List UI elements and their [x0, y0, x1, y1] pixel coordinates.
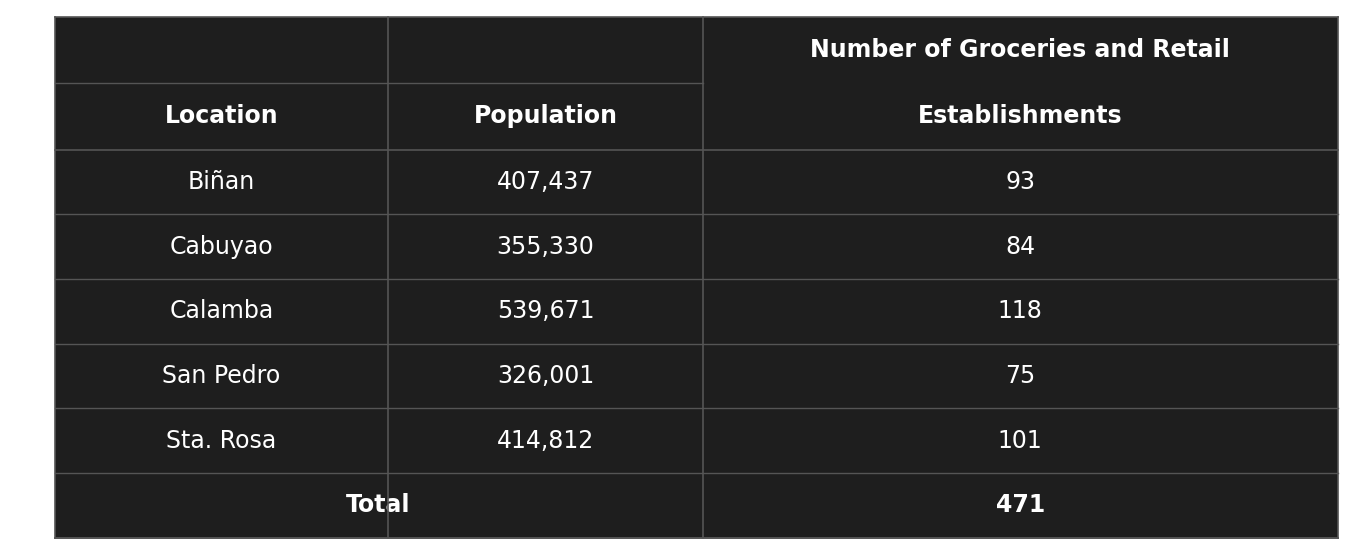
Text: Number of Groceries and Retail: Number of Groceries and Retail [811, 38, 1230, 62]
Text: 355,330: 355,330 [497, 235, 594, 259]
Text: 75: 75 [1005, 364, 1035, 388]
Text: San Pedro: San Pedro [162, 364, 281, 388]
Text: 101: 101 [998, 428, 1043, 452]
Text: Establishments: Establishments [917, 104, 1122, 128]
Text: 414,812: 414,812 [497, 428, 594, 452]
Text: Cabuyao: Cabuyao [169, 235, 273, 259]
Text: Location: Location [165, 104, 278, 128]
Text: 471: 471 [995, 493, 1044, 517]
Text: Sta. Rosa: Sta. Rosa [167, 428, 277, 452]
Text: 93: 93 [1005, 170, 1035, 194]
Text: 539,671: 539,671 [497, 299, 594, 323]
Text: 118: 118 [998, 299, 1043, 323]
Text: 84: 84 [1005, 235, 1035, 259]
Text: Calamba: Calamba [169, 299, 273, 323]
Text: Total: Total [347, 493, 411, 517]
Text: Population: Population [474, 104, 617, 128]
Text: Biñan: Biñan [188, 170, 255, 194]
Text: 326,001: 326,001 [497, 364, 594, 388]
Text: 407,437: 407,437 [497, 170, 594, 194]
